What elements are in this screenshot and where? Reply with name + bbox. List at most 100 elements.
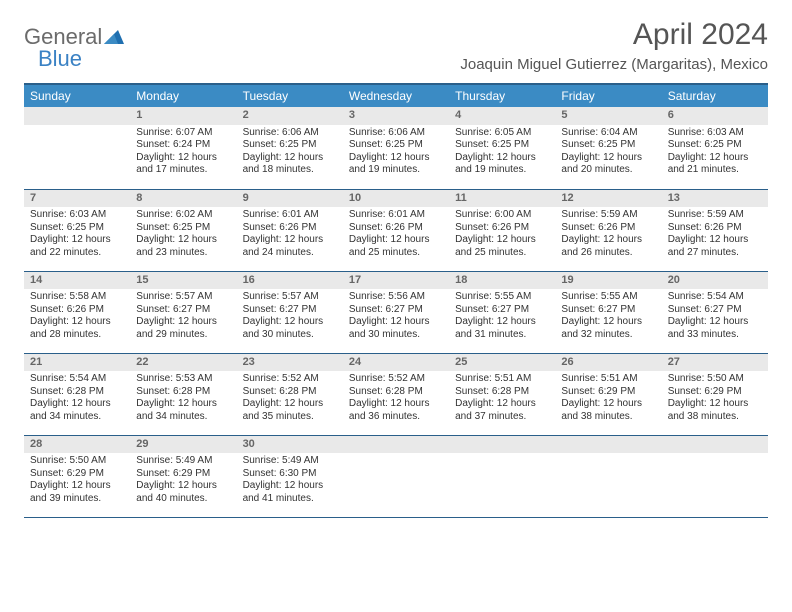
day-number: 1: [130, 107, 236, 125]
calendar-week-row: 7Sunrise: 6:03 AMSunset: 6:25 PMDaylight…: [24, 189, 768, 271]
daylight-text: Daylight: 12 hours and 22 minutes.: [30, 234, 124, 259]
calendar-day-cell: 18Sunrise: 5:55 AMSunset: 6:27 PMDayligh…: [449, 271, 555, 353]
day-number: 26: [555, 354, 661, 372]
daylight-text: Daylight: 12 hours and 32 minutes.: [561, 316, 655, 341]
sunrise-text: Sunrise: 5:51 AM: [561, 373, 655, 386]
sunset-text: Sunset: 6:26 PM: [668, 222, 762, 235]
month-title: April 2024: [460, 18, 768, 52]
sunrise-text: Sunrise: 6:04 AM: [561, 127, 655, 140]
day-content: Sunrise: 5:59 AMSunset: 6:26 PMDaylight:…: [555, 207, 661, 263]
day-number: [662, 436, 768, 454]
day-content: Sunrise: 5:55 AMSunset: 6:27 PMDaylight:…: [555, 289, 661, 345]
calendar-day-cell: 1Sunrise: 6:07 AMSunset: 6:24 PMDaylight…: [130, 107, 236, 189]
weekday-header: Sunday: [24, 84, 130, 107]
day-content: Sunrise: 6:03 AMSunset: 6:25 PMDaylight:…: [662, 125, 768, 181]
sunrise-text: Sunrise: 5:57 AM: [243, 291, 337, 304]
sunrise-text: Sunrise: 5:55 AM: [455, 291, 549, 304]
day-content: Sunrise: 5:52 AMSunset: 6:28 PMDaylight:…: [343, 371, 449, 427]
daylight-text: Daylight: 12 hours and 40 minutes.: [136, 480, 230, 505]
day-content: Sunrise: 5:56 AMSunset: 6:27 PMDaylight:…: [343, 289, 449, 345]
day-number: 14: [24, 272, 130, 290]
daylight-text: Daylight: 12 hours and 17 minutes.: [136, 152, 230, 177]
calendar-day-cell: 15Sunrise: 5:57 AMSunset: 6:27 PMDayligh…: [130, 271, 236, 353]
daylight-text: Daylight: 12 hours and 21 minutes.: [668, 152, 762, 177]
sunrise-text: Sunrise: 6:07 AM: [136, 127, 230, 140]
calendar-day-cell: 9Sunrise: 6:01 AMSunset: 6:26 PMDaylight…: [237, 189, 343, 271]
day-number: 18: [449, 272, 555, 290]
day-content: [343, 453, 449, 459]
sunset-text: Sunset: 6:25 PM: [668, 139, 762, 152]
day-content: Sunrise: 5:49 AMSunset: 6:29 PMDaylight:…: [130, 453, 236, 509]
day-number: [449, 436, 555, 454]
calendar-day-cell: 2Sunrise: 6:06 AMSunset: 6:25 PMDaylight…: [237, 107, 343, 189]
daylight-text: Daylight: 12 hours and 19 minutes.: [349, 152, 443, 177]
calendar-day-cell: 5Sunrise: 6:04 AMSunset: 6:25 PMDaylight…: [555, 107, 661, 189]
weekday-header: Friday: [555, 84, 661, 107]
sunrise-text: Sunrise: 5:49 AM: [136, 455, 230, 468]
sunset-text: Sunset: 6:25 PM: [561, 139, 655, 152]
daylight-text: Daylight: 12 hours and 28 minutes.: [30, 316, 124, 341]
sunset-text: Sunset: 6:25 PM: [455, 139, 549, 152]
calendar-day-cell: [449, 435, 555, 517]
day-content: Sunrise: 6:06 AMSunset: 6:25 PMDaylight:…: [343, 125, 449, 181]
day-number: 27: [662, 354, 768, 372]
day-content: Sunrise: 6:04 AMSunset: 6:25 PMDaylight:…: [555, 125, 661, 181]
sunrise-text: Sunrise: 5:59 AM: [668, 209, 762, 222]
day-content: Sunrise: 6:03 AMSunset: 6:25 PMDaylight:…: [24, 207, 130, 263]
day-content: Sunrise: 5:50 AMSunset: 6:29 PMDaylight:…: [662, 371, 768, 427]
sunrise-text: Sunrise: 6:01 AM: [349, 209, 443, 222]
sunset-text: Sunset: 6:29 PM: [30, 468, 124, 481]
sunset-text: Sunset: 6:26 PM: [561, 222, 655, 235]
calendar-day-cell: 24Sunrise: 5:52 AMSunset: 6:28 PMDayligh…: [343, 353, 449, 435]
day-content: Sunrise: 6:05 AMSunset: 6:25 PMDaylight:…: [449, 125, 555, 181]
sunrise-text: Sunrise: 6:05 AM: [455, 127, 549, 140]
daylight-text: Daylight: 12 hours and 18 minutes.: [243, 152, 337, 177]
sunrise-text: Sunrise: 5:58 AM: [30, 291, 124, 304]
sunset-text: Sunset: 6:29 PM: [668, 386, 762, 399]
day-number: 4: [449, 107, 555, 125]
calendar-day-cell: 22Sunrise: 5:53 AMSunset: 6:28 PMDayligh…: [130, 353, 236, 435]
sunset-text: Sunset: 6:27 PM: [455, 304, 549, 317]
daylight-text: Daylight: 12 hours and 34 minutes.: [136, 398, 230, 423]
sunrise-text: Sunrise: 6:06 AM: [349, 127, 443, 140]
sunset-text: Sunset: 6:25 PM: [136, 222, 230, 235]
calendar-day-cell: 4Sunrise: 6:05 AMSunset: 6:25 PMDaylight…: [449, 107, 555, 189]
calendar-day-cell: [662, 435, 768, 517]
calendar-day-cell: 10Sunrise: 6:01 AMSunset: 6:26 PMDayligh…: [343, 189, 449, 271]
sunrise-text: Sunrise: 5:51 AM: [455, 373, 549, 386]
sunrise-text: Sunrise: 6:01 AM: [243, 209, 337, 222]
calendar-day-cell: 19Sunrise: 5:55 AMSunset: 6:27 PMDayligh…: [555, 271, 661, 353]
calendar-day-cell: 30Sunrise: 5:49 AMSunset: 6:30 PMDayligh…: [237, 435, 343, 517]
sunrise-text: Sunrise: 5:50 AM: [668, 373, 762, 386]
day-content: [24, 125, 130, 131]
calendar-day-cell: 23Sunrise: 5:52 AMSunset: 6:28 PMDayligh…: [237, 353, 343, 435]
day-content: Sunrise: 5:57 AMSunset: 6:27 PMDaylight:…: [237, 289, 343, 345]
sunrise-text: Sunrise: 5:57 AM: [136, 291, 230, 304]
calendar-day-cell: 21Sunrise: 5:54 AMSunset: 6:28 PMDayligh…: [24, 353, 130, 435]
calendar-day-cell: 12Sunrise: 5:59 AMSunset: 6:26 PMDayligh…: [555, 189, 661, 271]
daylight-text: Daylight: 12 hours and 27 minutes.: [668, 234, 762, 259]
day-number: 12: [555, 190, 661, 208]
sunset-text: Sunset: 6:26 PM: [243, 222, 337, 235]
sunrise-text: Sunrise: 6:03 AM: [668, 127, 762, 140]
day-number: 23: [237, 354, 343, 372]
sunrise-text: Sunrise: 6:03 AM: [30, 209, 124, 222]
daylight-text: Daylight: 12 hours and 33 minutes.: [668, 316, 762, 341]
sunrise-text: Sunrise: 5:50 AM: [30, 455, 124, 468]
weekday-header: Wednesday: [343, 84, 449, 107]
day-number: 6: [662, 107, 768, 125]
daylight-text: Daylight: 12 hours and 35 minutes.: [243, 398, 337, 423]
calendar-table: Sunday Monday Tuesday Wednesday Thursday…: [24, 83, 768, 518]
calendar-week-row: 14Sunrise: 5:58 AMSunset: 6:26 PMDayligh…: [24, 271, 768, 353]
sunset-text: Sunset: 6:26 PM: [455, 222, 549, 235]
sunset-text: Sunset: 6:26 PM: [30, 304, 124, 317]
daylight-text: Daylight: 12 hours and 24 minutes.: [243, 234, 337, 259]
day-number: 20: [662, 272, 768, 290]
daylight-text: Daylight: 12 hours and 38 minutes.: [561, 398, 655, 423]
day-content: [449, 453, 555, 459]
calendar-week-row: 1Sunrise: 6:07 AMSunset: 6:24 PMDaylight…: [24, 107, 768, 189]
day-number: 25: [449, 354, 555, 372]
day-number: 30: [237, 436, 343, 454]
calendar-day-cell: 14Sunrise: 5:58 AMSunset: 6:26 PMDayligh…: [24, 271, 130, 353]
weekday-header: Monday: [130, 84, 236, 107]
